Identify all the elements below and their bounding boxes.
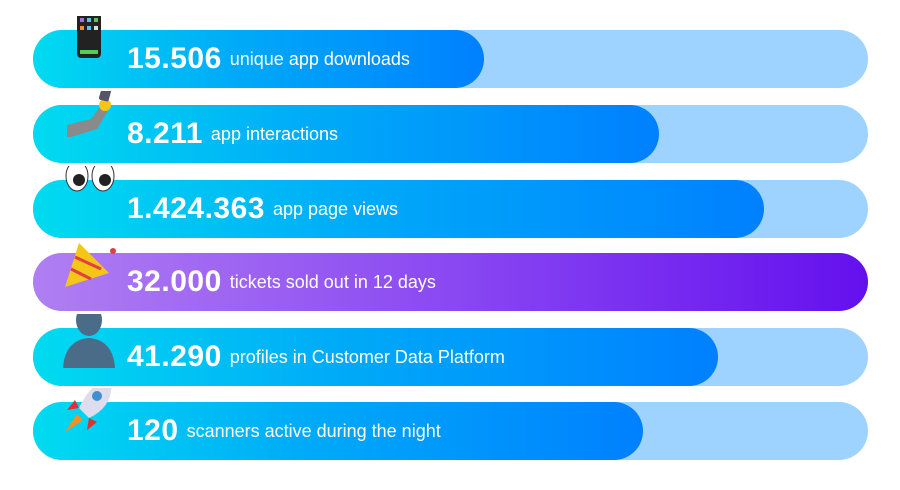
stat-bar-profiles: 41.290 profiles in Customer Data Platform — [33, 314, 868, 386]
party-popper-icon — [65, 243, 116, 287]
stat-value: 1.424.363 — [127, 192, 265, 225]
stat-value: 41.290 — [127, 340, 222, 373]
progress-fill — [33, 180, 764, 238]
stat-value: 32.000 — [127, 265, 222, 298]
stat-bar-page-views: 1.424.363 app page views — [33, 166, 868, 238]
progress-fill — [33, 402, 643, 460]
stat-label: unique app downloads — [229, 48, 410, 69]
progress-fill — [33, 30, 484, 88]
progress-fill — [33, 253, 868, 311]
stat-bar-scanners: 120 scanners active during the night — [33, 388, 868, 460]
stat-bar-interactions: 8.211 app interactions — [33, 91, 868, 163]
stat-value: 120 — [127, 414, 179, 447]
stat-bar-tickets: 32.000 tickets sold out in 12 days — [33, 243, 868, 311]
stat-label: tickets sold out in 12 days — [229, 271, 436, 292]
stat-label: scanners active during the night — [186, 420, 441, 441]
stat-value: 8.211 — [127, 117, 203, 150]
progress-fill — [33, 328, 718, 386]
mobile-phone-icon — [77, 16, 101, 58]
stat-label: app page views — [272, 198, 399, 219]
stat-bar-downloads: 15.506 unique app downloads — [33, 16, 868, 88]
eyes-icon — [65, 166, 115, 192]
stat-value: 15.506 — [127, 42, 222, 75]
rocket-icon — [65, 388, 112, 432]
selfie-arm-icon — [67, 91, 114, 137]
bust-silhouette-icon — [63, 314, 115, 368]
progress-fill — [33, 105, 660, 163]
stat-label: profiles in Customer Data Platform — [229, 346, 505, 367]
stat-label: app interactions — [210, 123, 339, 144]
